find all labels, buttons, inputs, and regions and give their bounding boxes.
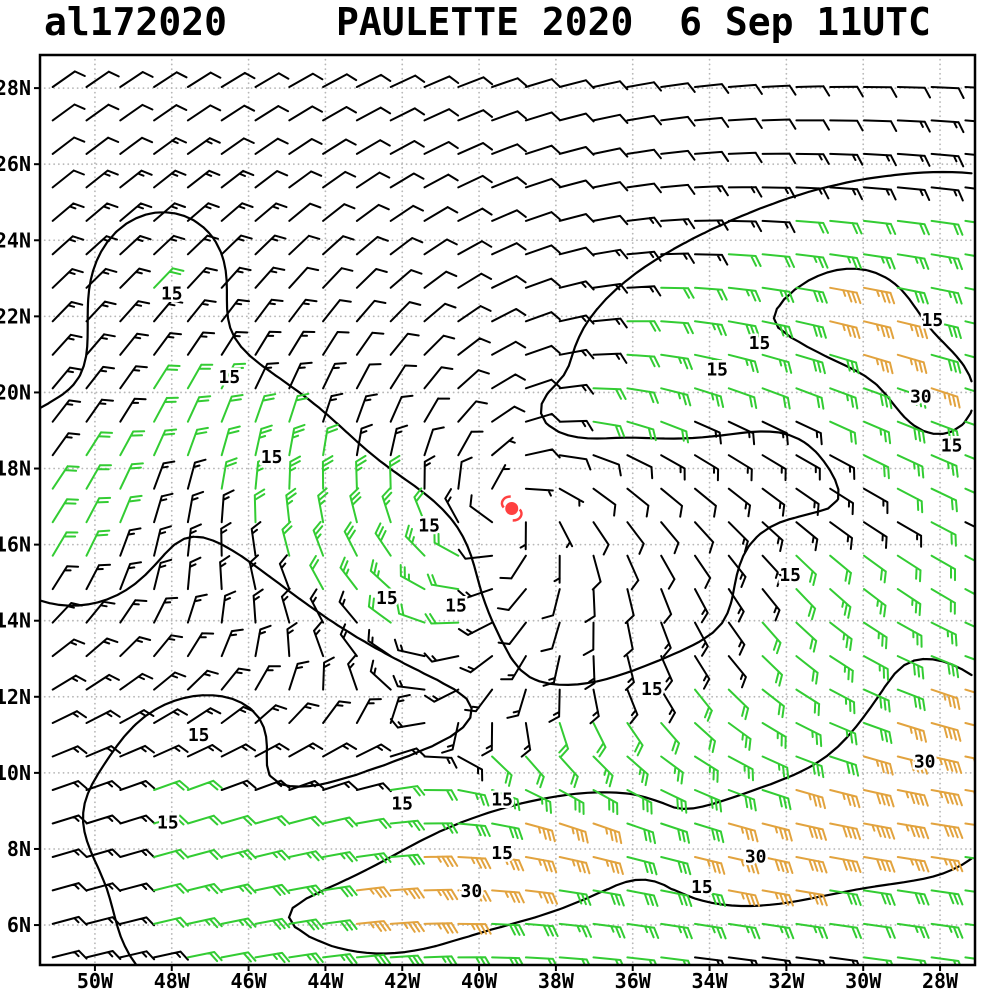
contour-label: 30 — [461, 881, 483, 902]
contour-label: 15 — [706, 360, 728, 381]
y-tick-label: 20N — [0, 380, 31, 404]
contour-label: 30 — [914, 752, 936, 773]
contour-label: 15 — [188, 725, 210, 746]
contour-label: 15 — [161, 284, 183, 305]
isotach-contours — [41, 170, 973, 964]
chart-title: PAULETTE 2020 6 Sep 11UTC — [336, 0, 931, 44]
contour-label: 15 — [376, 588, 398, 609]
y-axis-labels: 28N 26N 24N 22N 20N 18N 16N 14N 12N 10N 8N 6N — [0, 76, 40, 937]
storm-marker-arm — [512, 508, 523, 522]
contour-label: 30 — [745, 847, 767, 868]
grid-lines — [39, 54, 976, 966]
storm-marker — [500, 495, 523, 522]
contour-label: 15 — [922, 310, 944, 331]
wind-barbs-light — [51, 70, 974, 964]
y-tick-label: 18N — [0, 457, 31, 481]
isotach-30kt — [287, 267, 973, 955]
contour-label: 15 — [749, 333, 771, 354]
wind-barbs-moderate — [51, 219, 974, 964]
x-tick-label: 42W — [384, 969, 421, 989]
y-tick-label: 12N — [0, 685, 31, 709]
x-tick-label: 36W — [615, 969, 652, 989]
y-tick-label: 24N — [0, 228, 31, 252]
x-tick-label: 28W — [922, 969, 959, 989]
contour-label: 15 — [418, 516, 440, 537]
contour-label: 15 — [157, 812, 179, 833]
contour-label: 15 — [491, 843, 513, 864]
x-axis-labels: 50W 48W 46W 44W 42W 40W 38W 36W 34W 32W 30W 28W — [77, 965, 959, 989]
contour-label: 30 — [910, 386, 932, 407]
storm-marker-arm — [500, 495, 511, 509]
plot-border — [38, 53, 977, 967]
y-tick-label: 8N — [7, 837, 31, 861]
contour-label: 15 — [941, 436, 963, 457]
x-tick-label: 46W — [231, 969, 268, 989]
x-tick-label: 32W — [768, 969, 805, 989]
storm-center-dot — [505, 501, 519, 515]
y-tick-label: 22N — [0, 304, 31, 328]
x-tick-label: 30W — [845, 969, 882, 989]
y-tick-label: 10N — [0, 761, 31, 785]
contour-labels: 15 15 15 15 15 15 15 15 15 30 15 15 15 15 15 15 15 15 30 30… — [155, 281, 965, 904]
contour-label: 15 — [491, 790, 513, 811]
y-tick-label: 16N — [0, 533, 31, 557]
wind-barbs — [51, 70, 974, 964]
y-tick-label: 6N — [7, 913, 31, 937]
y-tick-label: 26N — [0, 152, 31, 176]
storm-id-label: al172020 — [44, 0, 228, 44]
x-tick-label: 50W — [77, 969, 114, 989]
y-tick-label: 14N — [0, 609, 31, 633]
contour-label: 15 — [641, 679, 663, 700]
contour-label: 15 — [261, 447, 283, 468]
contour-label: 15 — [691, 877, 713, 898]
contour-label: 15 — [219, 367, 241, 388]
y-tick-label: 28N — [0, 76, 31, 100]
contour-label: 15 — [779, 565, 801, 586]
contour-label: 15 — [391, 793, 413, 814]
x-tick-label: 40W — [461, 969, 498, 989]
wind-barbs-strong — [355, 286, 974, 935]
x-tick-label: 34W — [691, 969, 728, 989]
contour-label: 15 — [445, 596, 467, 617]
x-tick-label: 48W — [154, 969, 191, 989]
x-tick-label: 38W — [538, 969, 575, 989]
x-tick-label: 44W — [307, 969, 344, 989]
